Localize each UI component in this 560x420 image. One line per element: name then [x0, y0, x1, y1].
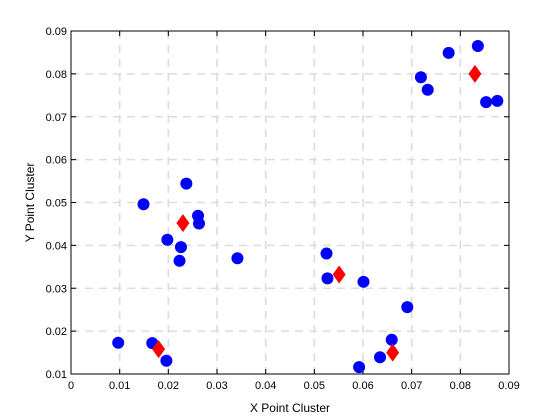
data-point	[401, 301, 414, 314]
centroid-diamond	[386, 343, 400, 362]
centroid-diamond	[176, 214, 190, 233]
data-point	[414, 71, 427, 84]
x-tick-label: 0.07	[401, 380, 422, 392]
data-point	[192, 217, 205, 230]
data-point	[320, 247, 333, 260]
x-tick-label: 0.03	[206, 380, 227, 392]
data-point	[480, 96, 493, 109]
x-axis-label: X Point Cluster	[250, 401, 330, 415]
x-tick-label: 0.01	[109, 380, 130, 392]
data-marks	[112, 40, 504, 374]
x-tick-label: 0.09	[498, 380, 519, 392]
y-tick-label: 0.04	[46, 240, 67, 252]
y-tick-label: 0.02	[46, 326, 67, 338]
x-tick-label: 0.08	[450, 380, 471, 392]
data-point	[357, 275, 370, 288]
y-tick-label: 0.03	[46, 283, 67, 295]
data-point	[353, 361, 366, 374]
data-point	[374, 351, 387, 364]
data-point	[321, 272, 334, 285]
data-point	[160, 354, 173, 367]
x-tick-label: 0.05	[304, 380, 325, 392]
y-tick-label: 0.06	[46, 155, 67, 167]
data-point	[442, 46, 455, 59]
x-tick-label: 0.02	[158, 380, 179, 392]
centroid-diamond	[332, 265, 346, 284]
x-tick-label: 0.06	[352, 380, 373, 392]
data-point	[173, 254, 186, 267]
y-tick-label: 0.05	[46, 198, 67, 210]
data-point	[112, 336, 125, 349]
data-point	[174, 241, 187, 254]
x-tick-label: 0	[68, 380, 74, 392]
data-point	[231, 252, 244, 265]
data-point	[161, 233, 174, 246]
y-tick-label: 0.01	[46, 369, 67, 381]
x-tick-label: 0.04	[255, 380, 276, 392]
grid-lines	[71, 31, 509, 374]
centroid-diamond	[468, 64, 482, 83]
data-point	[491, 94, 504, 107]
data-point	[471, 40, 484, 53]
plot-frame	[70, 30, 510, 375]
y-tick-label: 0.08	[46, 69, 67, 81]
y-tick-label: 0.09	[46, 26, 67, 38]
y-axis-label: Y Point Cluster	[23, 163, 37, 243]
data-point	[421, 83, 434, 96]
data-point	[180, 177, 193, 190]
y-tick-label: 0.07	[46, 112, 67, 124]
data-point	[137, 198, 150, 211]
axis-ticks: 0 0.01 0.02 0.03 0.04 0.05 0.06 0.07 0.08 0.090.0…	[46, 26, 520, 392]
centroid-diamond	[152, 340, 166, 359]
data-point	[385, 333, 398, 346]
